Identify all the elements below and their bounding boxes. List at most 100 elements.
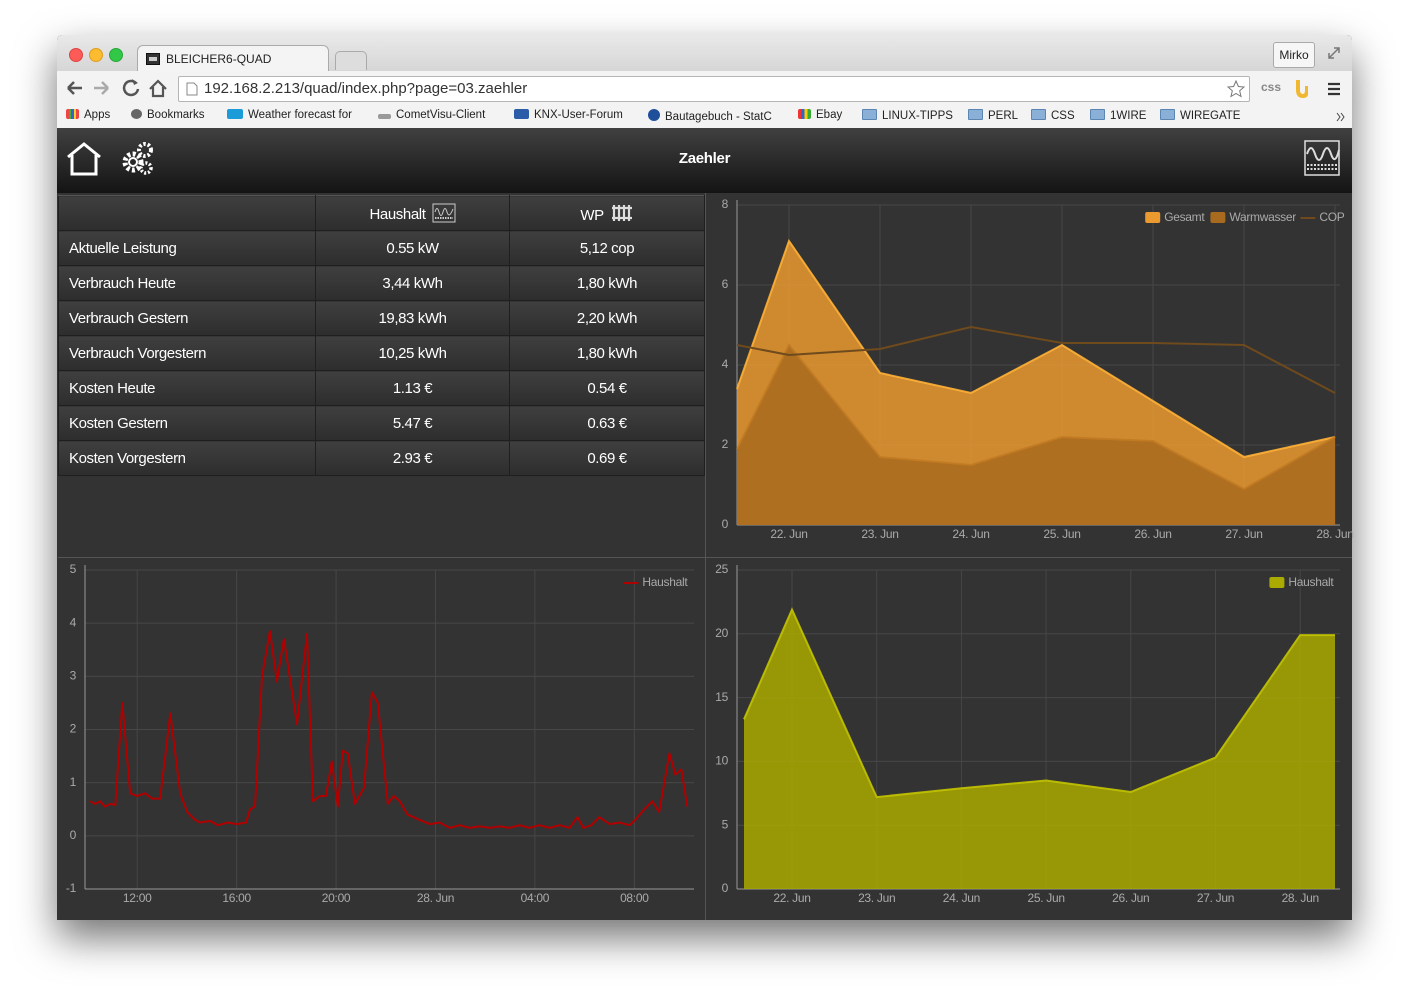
reload-button[interactable] (122, 79, 140, 97)
value-cell: 0.69 € (509, 440, 705, 476)
area (744, 609, 1335, 889)
bookmark-icon (66, 109, 79, 119)
row-label: Verbrauch Vorgestern (58, 335, 316, 371)
meter-icon[interactable] (1304, 140, 1342, 180)
bookmark[interactable]: Bookmarks (131, 109, 205, 121)
fullscreen-icon[interactable] (1327, 46, 1341, 60)
table-row: Kosten Heute 1.13 €0.54 € (58, 370, 705, 406)
user-button[interactable]: Mirko (1273, 42, 1315, 68)
minimize-button[interactable] (89, 48, 103, 62)
new-tab[interactable] (335, 51, 367, 70)
y-tick-label: 2 (722, 437, 729, 451)
x-tick-label: 12:00 (123, 891, 152, 905)
bookmark-folder[interactable]: PERL (968, 109, 1018, 122)
value-cell: 2.93 € (315, 440, 510, 476)
extension-icon[interactable] (1294, 78, 1308, 98)
bookmark-label: WIREGATE (1180, 110, 1241, 122)
area-outline (736, 343, 1336, 491)
x-tick-label: 25. Jun (1043, 527, 1080, 541)
extension-button[interactable]: css (1261, 80, 1282, 94)
tab[interactable]: BLEICHER6-QUAD (137, 45, 329, 72)
legend-label: Haushalt (642, 575, 688, 589)
area (737, 345, 1335, 525)
value-cell: 2,20 kWh (509, 300, 705, 336)
bookmark-label: CSS (1051, 110, 1075, 122)
y-tick-label: 8 (722, 197, 729, 211)
bookmark-star[interactable] (1227, 80, 1245, 98)
x-tick-label: 08:00 (620, 891, 649, 905)
y-tick-label: 5 (70, 562, 77, 576)
value-cell: 1,80 kWh (509, 335, 705, 371)
bookmark-icon (514, 109, 529, 119)
area-outline (736, 238, 1336, 459)
x-tick-label: 28. Jun (1316, 527, 1353, 541)
table-row: Verbrauch Vorgestern 10,25 kWh 1,80 kWh (58, 335, 705, 371)
table-row: Kosten Gestern 5.47 €0.63 € (58, 405, 705, 441)
legend-label: Gesamt (1164, 210, 1205, 224)
table-row: Kosten Vorgestern 2.93 €0.69 € (58, 440, 705, 476)
nav-buttons (67, 79, 167, 98)
x-tick-label: 24. Jun (943, 891, 980, 905)
x-tick-label: 16:00 (222, 891, 251, 905)
bookmark-icon (131, 109, 142, 119)
y-tick-label: 0 (70, 828, 77, 842)
bookmark-label: LINUX-TIPPS (882, 110, 953, 122)
legend-label: Warmwasser (1229, 210, 1296, 224)
area-outline (743, 607, 1335, 799)
home-icon[interactable] (66, 140, 106, 180)
settings-icon[interactable] (119, 140, 159, 180)
forward-button[interactable] (94, 81, 109, 95)
bookmark[interactable]: CometVisu-Client (378, 109, 485, 121)
folder-icon (862, 109, 877, 120)
more-bookmarks[interactable] (1336, 112, 1346, 122)
value-cell: 0.54 € (509, 370, 705, 406)
bookmark-icon (798, 109, 811, 119)
address-bar[interactable]: 192.168.2.213/quad/index.php?page=03.zae… (178, 76, 1250, 102)
back-button[interactable] (67, 81, 82, 95)
close-button[interactable] (69, 48, 83, 62)
row-label: Kosten Gestern (58, 405, 316, 441)
y-tick-label: 10 (715, 754, 728, 768)
tab-title: BLEICHER6-QUAD (166, 52, 272, 66)
bookmark-label: Ebay (816, 109, 843, 121)
bookmark-folder[interactable]: LINUX-TIPPS (862, 109, 953, 122)
x-tick-label: 26. Jun (1134, 527, 1171, 541)
bookmark[interactable]: Bautagebuch - StatC (648, 109, 772, 123)
x-tick-label: 27. Jun (1197, 891, 1234, 905)
bookmark[interactable]: KNX-User-Forum (514, 109, 623, 121)
tab-bar: BLEICHER6-QUAD Mirko (57, 35, 1352, 72)
meter-icon (432, 203, 455, 223)
zoom-button[interactable] (109, 48, 123, 62)
bookmark[interactable]: Ebay (798, 109, 842, 121)
browser-window: BLEICHER6-QUAD Mirko 192.168.2.213/quad/… (57, 35, 1352, 920)
bookmark-folder[interactable]: 1WIRE (1090, 109, 1146, 122)
bookmark-icon (227, 109, 243, 119)
bookmark-label: CometVisu-Client (396, 109, 486, 121)
line (89, 630, 689, 829)
table-row: Verbrauch Heute 3,44 kWh 1,80 kWh (58, 265, 705, 301)
value-cell: 3,44 kWh (315, 265, 510, 301)
line (736, 326, 1336, 394)
folder-icon (1160, 109, 1175, 120)
folder-icon (1090, 109, 1105, 120)
bookmark[interactable]: Apps (66, 109, 110, 121)
bookmark-icon (648, 109, 660, 121)
row-label: Verbrauch Heute (58, 265, 316, 301)
home-button[interactable] (149, 79, 167, 98)
y-tick-label: 15 (715, 690, 728, 704)
y-tick-label: 0 (722, 881, 729, 895)
area (737, 241, 1335, 525)
value-cell: 1,80 kWh (509, 265, 705, 301)
bookmark-folder[interactable]: WIREGATE (1160, 109, 1240, 122)
app-header: Zaehler (57, 128, 1352, 193)
folder-icon (968, 109, 983, 120)
y-tick-label: 1 (70, 775, 77, 789)
x-tick-label: 22. Jun (773, 891, 810, 905)
bookmark[interactable]: Weather forecast for (227, 109, 352, 121)
row-label: Aktuelle Leistung (58, 230, 316, 266)
x-tick-label: 25. Jun (1027, 891, 1064, 905)
page-icon (186, 82, 198, 96)
menu-button[interactable] (1327, 82, 1341, 96)
x-tick-label: 26. Jun (1112, 891, 1149, 905)
bookmark-folder[interactable]: CSS (1031, 109, 1075, 122)
